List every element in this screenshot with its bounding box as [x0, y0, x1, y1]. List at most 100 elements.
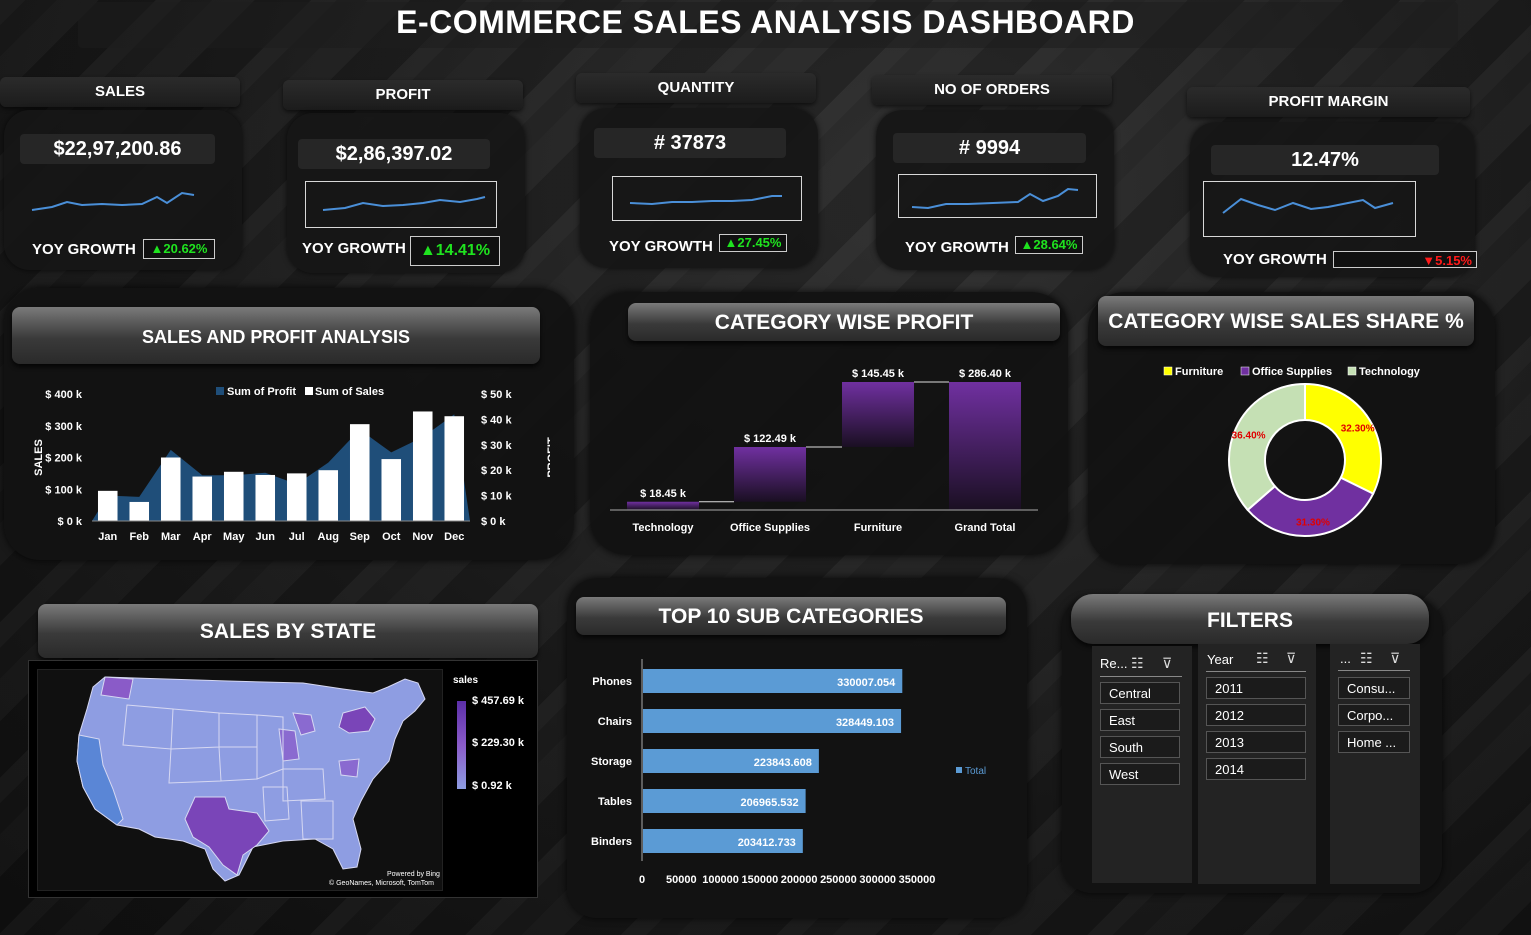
- sales-axis-tick: $ 100 k: [45, 484, 83, 496]
- region-item-south[interactable]: South: [1100, 736, 1180, 758]
- month-tick-label: Dec: [444, 531, 464, 543]
- legend-sales-label: Sum of Sales: [315, 386, 384, 398]
- margin-sparkline-frame: [1203, 181, 1416, 237]
- sales-axis-tick: $ 300 k: [45, 421, 83, 433]
- profit-sparkline: [322, 196, 486, 211]
- top10-value-label: 328449.103: [836, 717, 894, 729]
- map-legend-gradient: [457, 701, 466, 789]
- profit-axis-tick: $ 0 k: [481, 516, 506, 528]
- waterfall-category-label: Furniture: [854, 522, 902, 534]
- profit-axis-tick: $ 50 k: [481, 389, 512, 401]
- top10-chart: 330007.054 Phones 328449.103 Chairs 223843.6…: [591, 659, 986, 886]
- kpi-margin-yoy-badge: ▼5.15%: [1333, 251, 1477, 268]
- dashboard-title: E-COMMERCE SALES ANALYSIS DASHBOARD: [396, 4, 1135, 40]
- clear-filter-icon[interactable]: ⊽: [1286, 650, 1297, 666]
- orders-sparkline-frame: [898, 174, 1097, 218]
- multi-select-icon[interactable]: ☷: [1256, 650, 1269, 666]
- kpi-quantity-yoy-badge: ▲27.45%: [719, 234, 787, 252]
- kpi-sales-yoy-badge: ▲20.62%: [143, 239, 215, 259]
- title-band: [78, 2, 1458, 48]
- clear-filter-icon[interactable]: ⊽: [1162, 655, 1173, 671]
- category-profit-header: CATEGORY WISE PROFIT: [628, 303, 1060, 341]
- orders-sparkline: [911, 187, 1079, 210]
- month-tick-label: Mar: [161, 531, 181, 543]
- top10-axis-tick: 300000: [859, 874, 896, 886]
- waterfall-value-label: $ 286.40 k: [959, 368, 1012, 380]
- year-item-2013[interactable]: 2013: [1206, 731, 1306, 753]
- kpi-quantity-yoy-label: YOY GROWTH: [609, 238, 713, 255]
- sales-bar: [444, 416, 465, 521]
- map-legend-max: $ 457.69 k: [472, 695, 524, 707]
- map-legend-mid: $ 229.30 k: [472, 737, 524, 749]
- margin-sparkline: [1222, 197, 1394, 214]
- sales-bar: [223, 471, 244, 521]
- legend-profit-label: Sum of Profit: [227, 386, 296, 398]
- top10-header: TOP 10 SUB CATEGORIES: [576, 597, 1006, 635]
- kpi-profit-yoy-label: YOY GROWTH: [302, 240, 406, 257]
- sales-bar: [286, 473, 307, 521]
- region-item-west[interactable]: West: [1100, 763, 1180, 785]
- donut-slice-label: 32.30%: [1341, 423, 1375, 434]
- waterfall-bar: [734, 447, 806, 502]
- top10-category-label: Binders: [591, 836, 632, 848]
- sales-bar: [412, 411, 433, 521]
- kpi-profit-value: $2,86,397.02: [298, 139, 490, 169]
- category-share-chart: 32.30% 31.30% 36.40% Furniture Office Suppli…: [1163, 366, 1421, 537]
- month-tick-label: Nov: [412, 531, 434, 543]
- multi-select-icon[interactable]: ☷: [1131, 655, 1144, 671]
- top10-axis-tick: 150000: [741, 874, 778, 886]
- kpi-orders-yoy-badge: ▲28.64%: [1015, 236, 1083, 254]
- donut-slice: [1246, 476, 1375, 537]
- legend-sales-swatch: [305, 387, 313, 395]
- region-item-central[interactable]: Central: [1100, 682, 1180, 704]
- month-tick-label: Apr: [193, 531, 213, 543]
- map-container[interactable]: sales $ 457.69 k $ 229.30 k $ 0.92 k Pow…: [28, 660, 538, 898]
- sales-bar: [129, 501, 150, 521]
- top10-legend-swatch: [956, 767, 962, 773]
- donut-slice: [1304, 382, 1382, 495]
- kpi-sales-yoy-label: YOY GROWTH: [32, 241, 136, 258]
- segment-item-corporate[interactable]: Corpo...: [1338, 704, 1410, 726]
- kpi-margin-header: PROFIT MARGIN: [1187, 87, 1470, 117]
- month-tick-label: Jul: [289, 531, 305, 543]
- month-tick-label: Jan: [98, 531, 117, 543]
- year-item-2012[interactable]: 2012: [1206, 704, 1306, 726]
- category-profit-chart: $ 18.45 k Technology $ 122.49 k Office Supp…: [610, 368, 1038, 534]
- segment-item-home-office[interactable]: Home ...: [1338, 731, 1410, 753]
- region-slicer-header: Re...: [1100, 656, 1128, 671]
- sales-bar: [318, 470, 339, 521]
- donut-slice-label: 31.30%: [1296, 517, 1330, 528]
- top10-bar: [643, 709, 902, 733]
- month-tick-label: Jun: [255, 531, 275, 543]
- top10-value-label: 330007.054: [837, 677, 896, 689]
- kpi-quantity-header: QUANTITY: [576, 73, 816, 103]
- region-slicer-divider: [1100, 676, 1182, 677]
- segment-item-consumer[interactable]: Consu...: [1338, 677, 1410, 699]
- top10-axis-tick: 50000: [666, 874, 697, 886]
- multi-select-icon[interactable]: ☷: [1360, 650, 1373, 666]
- kpi-sales-value: $22,97,200.86: [20, 134, 215, 164]
- top10-category-label: Tables: [598, 796, 632, 808]
- clear-filter-icon[interactable]: ⊽: [1390, 650, 1401, 666]
- waterfall-bar: [627, 501, 699, 510]
- top10-value-label: 223843.608: [754, 757, 812, 769]
- waterfall-bar: [842, 382, 914, 448]
- top10-legend-label: Total: [965, 766, 986, 777]
- sales-bar: [349, 424, 370, 521]
- kpi-orders-yoy-label: YOY GROWTH: [905, 239, 1009, 256]
- top10-axis-tick: 0: [639, 874, 645, 886]
- top10-axis-tick: 100000: [702, 874, 739, 886]
- profit-axis-tick: $ 20 k: [481, 465, 512, 477]
- year-item-2011[interactable]: 2011: [1206, 677, 1306, 699]
- year-item-2014[interactable]: 2014: [1206, 758, 1306, 780]
- waterfall-category-label: Technology: [633, 522, 695, 534]
- sales-axis-tick: $ 0 k: [58, 516, 83, 528]
- region-item-east[interactable]: East: [1100, 709, 1180, 731]
- month-tick-label: May: [223, 531, 245, 543]
- sales-state-header: SALES BY STATE: [38, 604, 538, 658]
- sales-profit-chart: Jan Feb Mar Apr May Jun Jul Aug Sep Oct Nov Dec $ 0 …: [33, 386, 550, 543]
- map-legend-min: $ 0.92 k: [472, 780, 512, 792]
- year-slicer-divider: [1206, 671, 1306, 672]
- top10-value-label: 203412.733: [738, 837, 796, 849]
- waterfall-value-label: $ 145.45 k: [852, 368, 905, 380]
